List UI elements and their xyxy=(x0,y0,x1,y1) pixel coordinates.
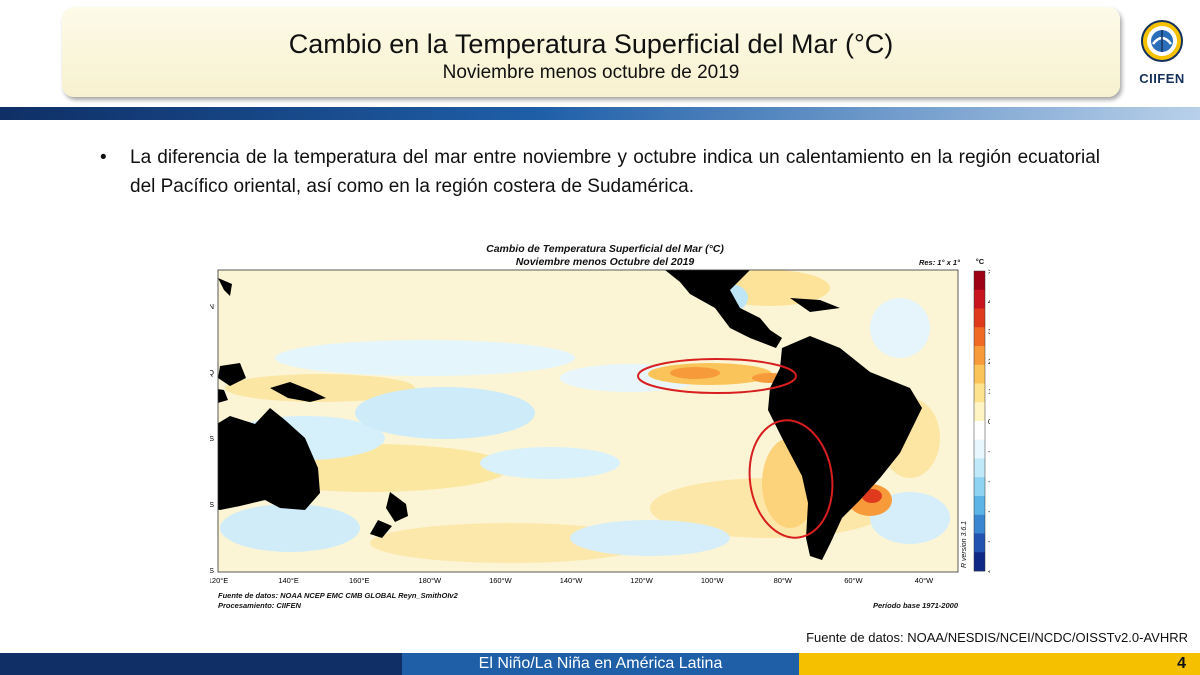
colorbar-label: 1 xyxy=(988,387,990,396)
colorbar-label: -2 xyxy=(988,477,990,486)
sst-change-map: Cambio de Temperatura Superficial del Ma… xyxy=(210,243,990,610)
colorbar-label: 0 xyxy=(988,417,990,426)
lon-label: 120°E xyxy=(210,576,228,585)
map-title: Cambio de Temperatura Superficial del Ma… xyxy=(486,243,724,255)
colorbar-segment xyxy=(974,477,985,497)
highlight-south-american-coast xyxy=(748,419,834,539)
colorbar-segment xyxy=(974,308,985,328)
lat-label: 20°N xyxy=(210,302,214,311)
south-america xyxy=(768,336,922,560)
data-source: Fuente de datos: NOAA/NESDIS/NCEI/NCDC/O… xyxy=(806,630,1188,645)
lat-label: 60°S xyxy=(210,566,214,575)
header-band xyxy=(0,107,1200,120)
ciifen-logo: CIIFEN xyxy=(1132,18,1192,90)
colorbar-unit: °C xyxy=(976,257,985,266)
colorbar-label: 4 xyxy=(988,297,990,306)
lon-label: 140°W xyxy=(560,576,584,585)
caribbean-islands xyxy=(790,298,840,312)
footer-left-block xyxy=(0,653,402,675)
slide-title: Cambio en la Temperatura Superficial del… xyxy=(288,29,894,59)
colorbar-segment xyxy=(974,271,985,291)
borneo xyxy=(218,363,246,386)
colorbar-label: -1 xyxy=(988,447,990,456)
new-guinea xyxy=(270,382,326,402)
new-zealand-south xyxy=(370,520,392,538)
land-masses xyxy=(218,270,922,560)
map-processing: Procesamiento: CIIFEN xyxy=(218,601,302,610)
title-box: Cambio en la Temperatura Superficial del… xyxy=(62,7,1120,97)
colorbar-label: -4 xyxy=(988,537,990,546)
colorbar-segment xyxy=(974,364,985,384)
map-resolution: Res: 1° x 1° xyxy=(919,258,961,267)
map-source: Fuente de datos: NOAA NCEP EMC CMB GLOBA… xyxy=(218,591,459,600)
lat-label: 20°S xyxy=(210,434,214,443)
lon-label: 60°W xyxy=(844,576,863,585)
footer-right-block: 4 xyxy=(799,653,1200,675)
lon-label: 180°W xyxy=(419,576,443,585)
footer-bar: El Niño/La Niña en América Latina 4 xyxy=(0,653,1200,675)
indonesia xyxy=(218,389,228,403)
colorbar-segment xyxy=(974,421,985,441)
r-version-label: R version 3.6.1 xyxy=(961,521,968,568)
bullet-dot-icon: • xyxy=(100,147,107,168)
lat-label: EQ xyxy=(210,368,214,377)
colorbar-segment xyxy=(974,458,985,478)
lon-label: 120°W xyxy=(630,576,654,585)
colorbar-segment xyxy=(974,383,985,403)
colorbar-segment xyxy=(974,402,985,422)
highlight-equatorial-pacific xyxy=(637,358,797,394)
colorbar-segment xyxy=(974,552,985,572)
map-frame xyxy=(217,269,959,573)
colorbar-frame xyxy=(973,270,986,572)
lon-label: 160°W xyxy=(489,576,513,585)
lon-label: 160°E xyxy=(349,576,370,585)
colorbar-segment xyxy=(974,289,985,309)
latitude-labels: 20°N EQ 20°S 40°S 60°S xyxy=(210,302,214,575)
australia xyxy=(218,408,320,510)
globe-logo-icon xyxy=(1141,20,1183,62)
colorbar-label: 2 xyxy=(988,357,990,366)
colorbar-segment xyxy=(974,496,985,516)
longitude-labels: 120°E 140°E 160°E 180°W 160°W 140°W 120°W 100°W… xyxy=(210,576,934,585)
colorbar-segment xyxy=(974,439,985,459)
lon-label: 100°W xyxy=(701,576,725,585)
bullet-text: La diferencia de la temperatura del mar … xyxy=(130,147,1100,197)
slide-subtitle: Noviembre menos octubre de 2019 xyxy=(442,62,740,83)
lon-label: 80°W xyxy=(774,576,793,585)
lon-label: 40°W xyxy=(915,576,934,585)
colorbar-segment xyxy=(974,533,985,553)
colorbar-segment xyxy=(974,514,985,534)
colorbar-label: 3 xyxy=(988,327,990,336)
map-period: Período base 1971-2000 xyxy=(873,601,959,610)
footer-title: El Niño/La Niña en América Latina xyxy=(402,653,799,675)
page-number: 4 xyxy=(1177,655,1186,672)
colorbar-segment xyxy=(974,327,985,347)
colorbar-segment xyxy=(974,346,985,366)
bullet-point: • La diferencia de la temperatura del ma… xyxy=(100,143,1100,201)
lon-label: 140°E xyxy=(278,576,299,585)
colorbar-label: -3 xyxy=(988,507,990,516)
new-zealand-north xyxy=(386,492,408,522)
logo-text: CIIFEN xyxy=(1139,71,1185,86)
map-area xyxy=(218,270,958,572)
philippines xyxy=(218,278,232,296)
colorbar: >5 4 3 2 1 0 -1 -2 -3 -4 <-5 xyxy=(973,267,990,576)
colorbar-label: >5 xyxy=(988,267,990,276)
lat-label: 40°S xyxy=(210,500,214,509)
mexico-central-america xyxy=(665,270,782,348)
map-subtitle: Noviembre menos Octubre del 2019 xyxy=(516,256,695,268)
colorbar-label: <-5 xyxy=(988,567,990,576)
